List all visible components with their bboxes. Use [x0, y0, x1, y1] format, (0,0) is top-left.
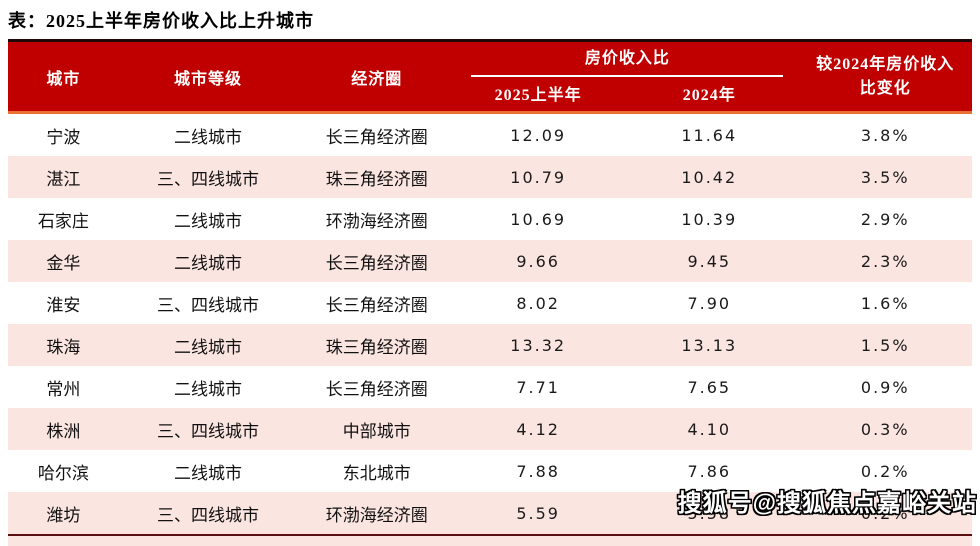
cell-ratio-2024: 7.65	[687, 377, 732, 397]
cell-change: 1.5%	[798, 324, 972, 366]
sohu-watermark: 搜狐号@搜狐焦点嘉峪关站	[677, 490, 977, 517]
cell-ratio-2024: 7.86	[687, 461, 732, 481]
cell-change: 0.9%	[860, 377, 910, 397]
table-row: 宁波 二线城市 长三角经济圈 12.09 11.64 3.8%	[8, 113, 972, 157]
cell-region: 长三角经济圈	[325, 295, 428, 315]
header-cell-ratio-group: 房价收入比	[456, 39, 799, 77]
ratio-group-label: 房价收入比	[471, 44, 784, 77]
header-cell-change: 较2024年房价收入比变化	[798, 39, 972, 114]
cell-tier: 二线城市	[174, 211, 243, 231]
cell-city: 常州	[46, 379, 81, 399]
cell-city: 金华	[8, 240, 119, 282]
cell-tier: 二线城市	[118, 324, 298, 366]
cell-tier: 三、四线城市	[118, 408, 298, 450]
header-cell-city: 城市	[8, 39, 119, 114]
cell-city: 哈尔滨	[37, 463, 89, 483]
cell-ratio-2024: 7.90	[687, 293, 732, 313]
housing-price-income-table: 城市 城市等级 经济圈 房价收入比 较2024年房价收入比变化 2025上半年 …	[8, 39, 972, 536]
table-body: 宁波 二线城市 长三角经济圈 12.09 11.64 3.8% 湛江 三、四线城…	[8, 113, 972, 536]
cell-ratio-2025: 7.88	[516, 461, 560, 481]
cell-ratio-2025: 4.12	[456, 408, 621, 450]
cell-ratio-2024: 11.64	[681, 125, 738, 145]
table-row: 哈尔滨 二线城市 东北城市 7.88 7.86 0.2%	[8, 450, 972, 492]
table-row: 石家庄 二线城市 环渤海经济圈 10.69 10.39 2.9%	[8, 198, 972, 240]
cell-ratio-2025: 10.69	[510, 209, 567, 229]
cell-ratio-2025: 12.09	[510, 125, 567, 145]
cell-region: 长三角经济圈	[325, 127, 428, 147]
cell-change: 3.5%	[798, 156, 972, 198]
cell-region: 中部城市	[297, 408, 457, 450]
cell-tier: 二线城市	[118, 240, 298, 282]
cell-ratio-2025: 9.66	[456, 240, 621, 282]
cell-region: 长三角经济圈	[325, 379, 428, 399]
cell-ratio-2025: 7.71	[516, 377, 560, 397]
cell-tier: 二线城市	[174, 463, 243, 483]
cell-change: 2.9%	[860, 209, 910, 229]
table-row: 株洲 三、四线城市 中部城市 4.12 4.10 0.3%	[8, 408, 972, 450]
cell-ratio-2025: 10.79	[456, 156, 621, 198]
cell-city: 宁波	[46, 127, 81, 147]
cell-tier: 三、四线城市	[157, 295, 260, 315]
cell-tier: 三、四线城市	[118, 492, 298, 536]
header-cell-2024: 2024年	[620, 77, 799, 114]
cell-ratio-2024: 10.42	[620, 156, 799, 198]
cell-region: 珠三角经济圈	[297, 324, 457, 366]
table-bottom-strip	[8, 536, 972, 546]
cell-city: 潍坊	[8, 492, 119, 536]
cell-city: 淮安	[46, 295, 81, 315]
cell-ratio-2024: 4.10	[620, 408, 799, 450]
cell-tier: 二线城市	[174, 127, 243, 147]
cell-city: 珠海	[8, 324, 119, 366]
cell-region: 东北城市	[342, 463, 411, 483]
header-cell-tier: 城市等级	[118, 39, 298, 114]
cell-tier: 三、四线城市	[118, 156, 298, 198]
cell-ratio-2024: 10.39	[681, 209, 738, 229]
cell-ratio-2025: 8.02	[516, 293, 560, 313]
cell-city: 株洲	[8, 408, 119, 450]
cell-change: 2.3%	[798, 240, 972, 282]
table-row: 金华 二线城市 长三角经济圈 9.66 9.45 2.3%	[8, 240, 972, 282]
header-cell-region: 经济圈	[297, 39, 457, 114]
cell-ratio-2024: 13.13	[620, 324, 799, 366]
cell-change: 0.2%	[860, 461, 910, 481]
cell-city: 石家庄	[37, 211, 89, 231]
cell-ratio-2025: 13.32	[456, 324, 621, 366]
table-row: 淮安 三、四线城市 长三角经济圈 8.02 7.90 1.6%	[8, 282, 972, 324]
header-cell-2025h1: 2025上半年	[456, 77, 621, 114]
cell-change: 3.8%	[860, 125, 910, 145]
cell-ratio-2024: 9.45	[620, 240, 799, 282]
page-title: 表：2025上半年房价收入比上升城市	[8, 11, 314, 31]
cell-region: 环渤海经济圈	[325, 211, 428, 231]
table-row: 常州 二线城市 长三角经济圈 7.71 7.65 0.9%	[8, 366, 972, 408]
table-row: 湛江 三、四线城市 珠三角经济圈 10.79 10.42 3.5%	[8, 156, 972, 198]
cell-region: 珠三角经济圈	[297, 156, 457, 198]
cell-tier: 二线城市	[174, 379, 243, 399]
table-header: 城市 城市等级 经济圈 房价收入比 较2024年房价收入比变化 2025上半年 …	[8, 39, 972, 114]
cell-region: 长三角经济圈	[297, 240, 457, 282]
cell-region: 环渤海经济圈	[297, 492, 457, 536]
cell-change: 0.3%	[798, 408, 972, 450]
cell-ratio-2025: 5.59	[456, 492, 621, 536]
cell-city: 湛江	[8, 156, 119, 198]
cell-change: 1.6%	[860, 293, 910, 313]
table-row: 珠海 二线城市 珠三角经济圈 13.32 13.13 1.5%	[8, 324, 972, 366]
